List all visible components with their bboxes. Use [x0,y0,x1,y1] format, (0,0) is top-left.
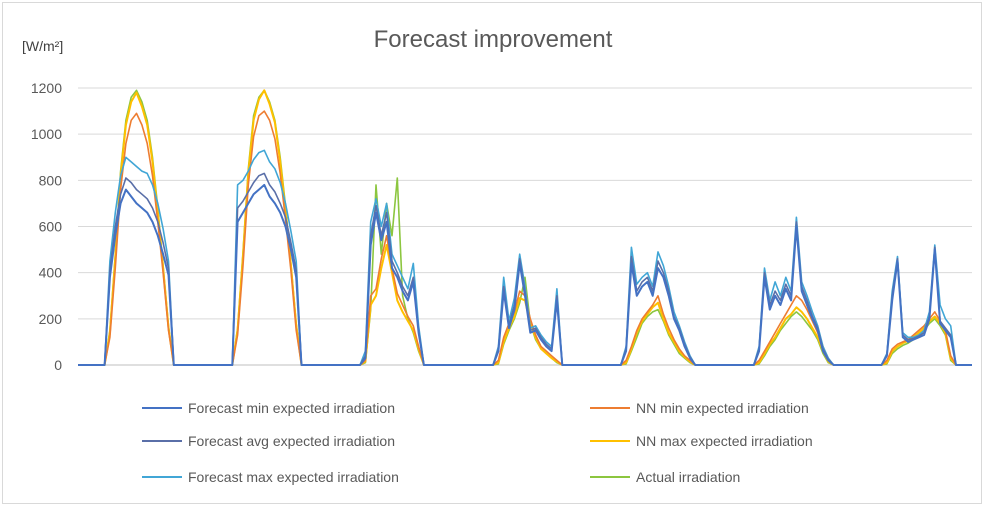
chart-title: Forecast improvement [373,26,613,53]
y-axis-unit-label: [W/m²] [22,38,64,54]
